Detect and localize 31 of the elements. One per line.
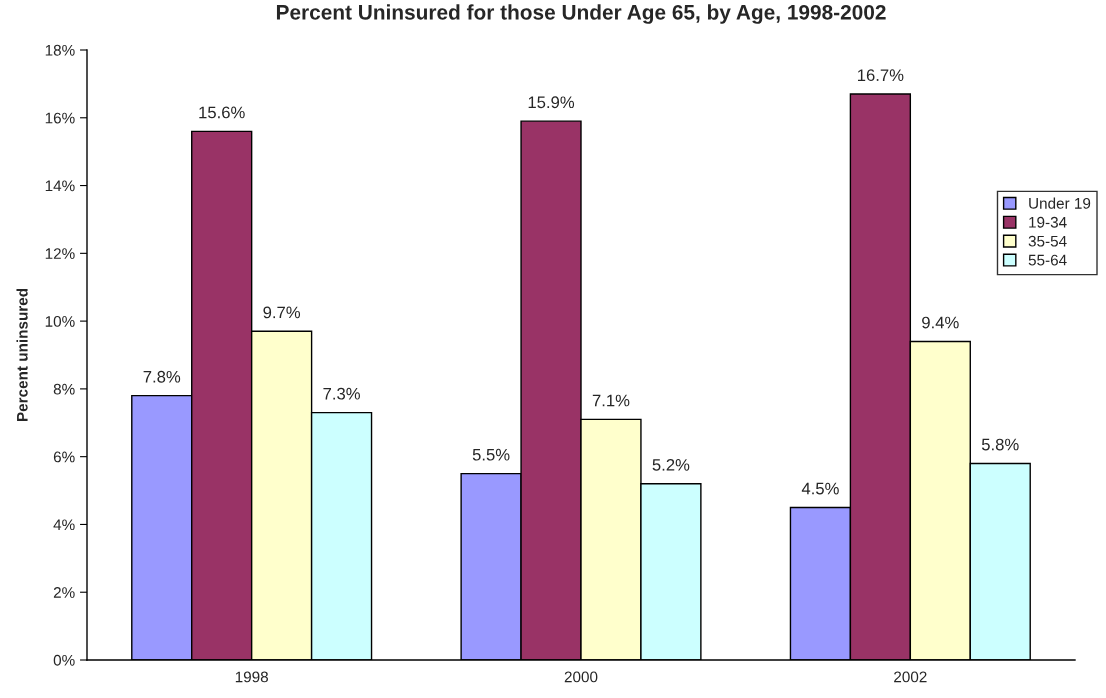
y-tick-label: 14% xyxy=(45,180,75,192)
y-tick-label: 4% xyxy=(53,519,75,531)
chart-title: Percent Uninsured for those Under Age 65, by Age, 1998-2002 xyxy=(276,4,886,24)
x-tick-label: 2002 xyxy=(894,671,927,683)
legend-label: Under 19 xyxy=(1029,197,1091,209)
y-tick-label: 12% xyxy=(45,248,75,259)
data-label: 7.3% xyxy=(323,387,360,400)
y-tick-label: 10% xyxy=(45,315,75,327)
data-label: 5.2% xyxy=(652,458,690,471)
data-label: 7.8% xyxy=(143,370,181,383)
data-label: 16.7% xyxy=(858,69,904,82)
data-label: 9.4% xyxy=(922,316,959,329)
legend-label: 55-64 xyxy=(1028,254,1067,266)
y-tick-label: 18% xyxy=(45,44,75,56)
y-tick-label: 0% xyxy=(53,654,75,666)
y-axis-title: Percent uninsured xyxy=(16,288,28,422)
y-tick-label: 16% xyxy=(45,112,75,124)
x-tick-label: 1998 xyxy=(235,671,268,683)
data-label: 15.9% xyxy=(528,96,575,109)
legend-label: 19-34 xyxy=(1029,216,1067,228)
data-label: 5.8% xyxy=(981,438,1019,451)
y-tick-label: 2% xyxy=(53,587,75,598)
data-label: 4.5% xyxy=(801,482,839,495)
data-label: 15.6% xyxy=(199,106,245,119)
y-tick-label: 6% xyxy=(53,451,75,463)
data-label: 5.5% xyxy=(472,448,510,461)
y-tick-label: 8% xyxy=(53,383,75,395)
x-tick-label: 2000 xyxy=(564,671,598,683)
data-label: 7.1% xyxy=(592,394,630,407)
legend-label: 35-54 xyxy=(1028,235,1067,247)
data-label: 9.7% xyxy=(263,306,301,319)
